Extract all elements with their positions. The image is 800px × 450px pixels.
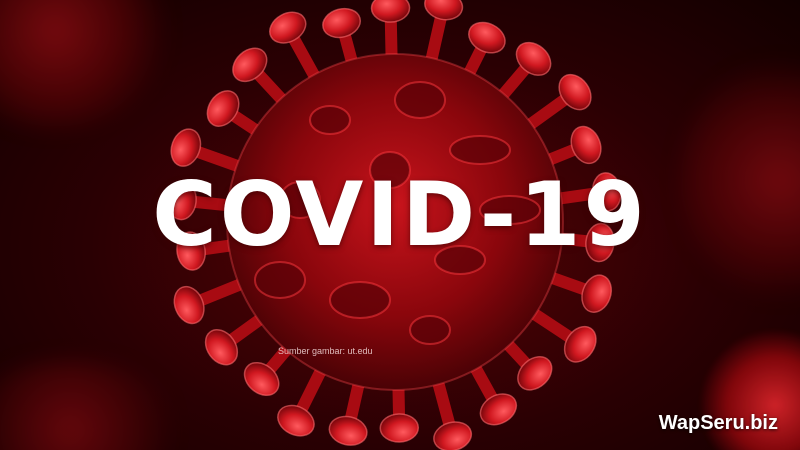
spike-cap bbox=[269, 11, 307, 44]
surface-crater bbox=[409, 315, 451, 345]
spike-cap bbox=[424, 0, 464, 21]
spike-cap bbox=[558, 73, 592, 111]
surface-crater bbox=[254, 261, 306, 299]
surface-crater bbox=[329, 281, 391, 319]
surface-crater bbox=[279, 181, 321, 219]
surface-crater bbox=[369, 151, 411, 189]
virus-surface-texture bbox=[254, 81, 541, 345]
spike-cap bbox=[468, 21, 506, 54]
spike-cap bbox=[479, 393, 518, 426]
surface-crater bbox=[479, 195, 541, 225]
spike-cap bbox=[581, 274, 613, 313]
spike-cap bbox=[176, 231, 206, 271]
spike-cap bbox=[515, 41, 552, 76]
spike-cap bbox=[433, 421, 473, 450]
spike-cap bbox=[591, 172, 622, 212]
surface-crater bbox=[394, 81, 446, 119]
spike-cap bbox=[379, 413, 420, 443]
spike-cap bbox=[322, 7, 362, 39]
spike-cap bbox=[173, 285, 205, 325]
surface-crater bbox=[449, 135, 511, 165]
spike-cap bbox=[585, 222, 615, 263]
spike-cap bbox=[370, 0, 411, 23]
spike-cap bbox=[328, 415, 368, 446]
spike-cap bbox=[206, 90, 240, 127]
headline-text: COVID-19 bbox=[152, 163, 648, 266]
spike-cap bbox=[277, 404, 315, 437]
site-watermark: WapSeru.biz bbox=[658, 412, 778, 434]
spike-cap bbox=[167, 180, 197, 221]
spike-cap bbox=[570, 125, 602, 165]
surface-crater bbox=[309, 105, 351, 135]
spike-cap bbox=[204, 329, 239, 366]
spike-cap bbox=[563, 325, 597, 363]
spike-cap bbox=[232, 47, 268, 83]
spike-cap bbox=[170, 128, 202, 167]
spike-cap bbox=[243, 361, 280, 397]
image-credit: Sumber gambar: ut.edu bbox=[278, 346, 373, 356]
spike-cap bbox=[517, 356, 553, 391]
surface-crater bbox=[434, 245, 486, 275]
